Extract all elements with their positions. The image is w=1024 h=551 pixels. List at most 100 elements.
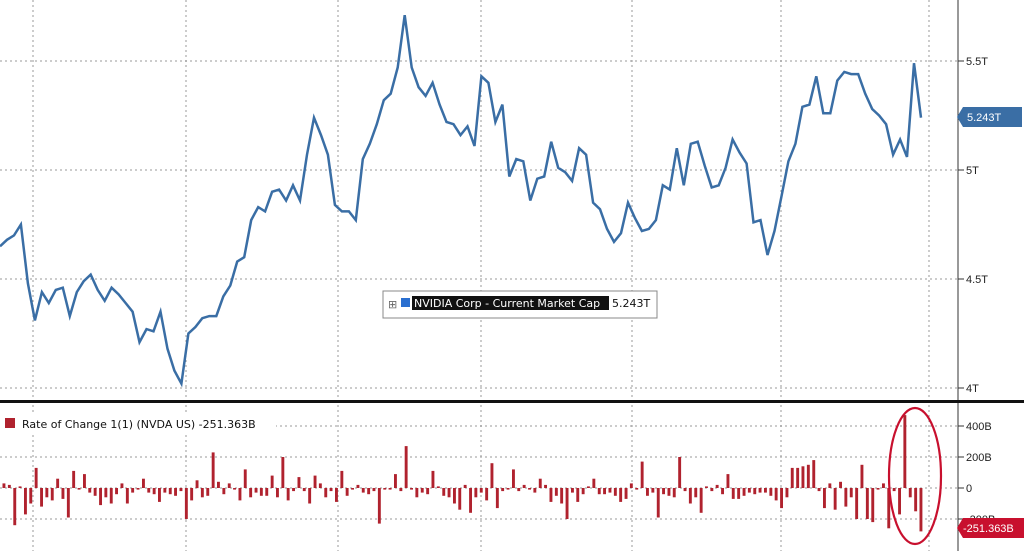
roc-bar [420,488,424,493]
roc-bar [522,484,526,488]
roc-bar [833,488,837,510]
panel-divider-axis [964,400,1024,403]
roc-bar [243,469,247,488]
top-legend[interactable]: ⊞ NVIDIA Corp - Current Market Cap 5.243… [382,290,658,319]
roc-bar [313,475,317,488]
roc-bar [603,488,606,495]
roc-bar [581,488,585,495]
roc-bar [517,488,521,492]
y-tick-label: 4.5T [966,274,988,286]
roc-bar [908,488,912,498]
roc-bar [753,488,757,495]
market-cap-line [0,15,923,388]
roc-bar [254,488,258,493]
roc-bar [726,474,730,488]
roc-bar [479,488,483,493]
last-value-top-text: 5.243T [967,112,1002,124]
roc-bar [179,488,183,492]
roc-bar [404,446,408,488]
roc-bar [544,484,547,488]
roc-bar [447,488,451,498]
roc-bar [34,467,38,488]
roc-bar [286,488,290,501]
roc-bar [646,488,649,496]
bottom-legend[interactable]: Rate of Change 1(1) (NVDA US) -251.363B [0,414,276,434]
roc-bar [249,488,253,498]
roc-bar [217,481,220,488]
roc-bar [512,469,515,488]
roc-bar [318,483,322,488]
roc-bar [259,488,263,496]
roc-bar [195,480,199,489]
roc-bar [88,488,92,493]
roc-bar [903,415,907,488]
y-tick-label: 4T [966,383,979,395]
roc-bar [747,488,751,493]
roc-bar [672,488,676,498]
roc-bar [394,474,397,488]
roc-bar [2,483,6,488]
roc-bar [608,488,612,493]
roc-bar [485,488,489,501]
last-value-tag-top: 5.243T [957,107,1022,127]
roc-bar [463,484,467,488]
roc-bar [367,488,371,495]
legend-swatch [401,298,410,307]
roc-bar [624,488,628,499]
roc-bar [892,488,896,492]
roc-bar [152,488,156,495]
roc-bar [233,488,236,490]
roc-bar [66,488,70,518]
y-tick-label: 200B [966,452,992,464]
roc-bar [200,488,204,498]
roc-bar [24,488,27,515]
roc-bar [769,488,773,496]
roc-bar [806,464,810,489]
roc-bar [18,486,22,488]
roc-bar [592,478,596,488]
roc-bar [839,481,842,488]
roc-bar [431,470,435,488]
roc-bar [351,488,354,490]
y-tick-label: 0 [966,483,972,495]
roc-bar [324,488,328,498]
roc-bar [780,488,783,509]
roc-bar [914,488,918,512]
roc-bar [388,488,392,490]
roc-bar [276,488,279,498]
roc-bar [50,488,54,501]
roc-bar [678,457,682,488]
roc-bar [737,488,741,499]
roc-bar [399,488,403,492]
roc-bar [238,488,242,501]
roc-bar [410,488,413,490]
roc-bar [415,488,419,498]
legend-series-value: 5.243T [612,297,650,310]
roc-bar [528,488,531,490]
roc-bar [640,461,644,488]
roc-bar [613,488,617,496]
roc-bar [158,488,161,502]
legend-expand-icon[interactable]: ⊞ [388,298,397,311]
roc-bar [436,486,440,488]
roc-bar [919,488,923,532]
roc-bar [871,488,875,523]
roc-bar [120,483,124,488]
roc-bar [7,484,11,488]
roc-bar [790,467,794,488]
roc-bar [490,463,494,488]
bottom-legend-swatch [5,418,15,428]
roc-bar [710,488,714,492]
roc-bar [801,466,805,488]
roc-bar [335,488,338,502]
roc-bar [442,488,446,496]
roc-bar [705,486,708,488]
roc-bar [40,488,43,507]
roc-bar [538,478,542,488]
roc-bar [812,460,816,488]
roc-bar [721,488,724,495]
roc-bar [308,488,312,504]
roc-bar [865,488,869,519]
